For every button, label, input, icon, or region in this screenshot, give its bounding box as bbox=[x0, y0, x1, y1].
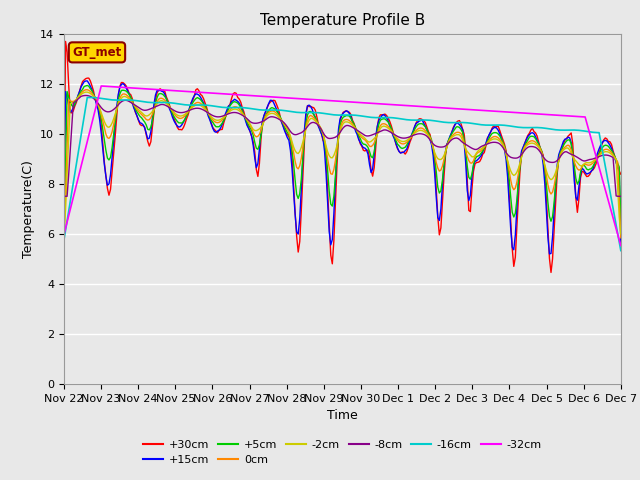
-16cm bbox=[228, 105, 236, 110]
0cm bbox=[588, 161, 595, 167]
-2cm bbox=[305, 118, 313, 123]
-8cm bbox=[617, 193, 625, 199]
Line: 0cm: 0cm bbox=[64, 90, 621, 240]
-32cm bbox=[228, 92, 236, 97]
-8cm bbox=[588, 156, 595, 162]
+15cm bbox=[305, 102, 313, 108]
Line: -32cm: -32cm bbox=[64, 86, 621, 246]
Y-axis label: Temperature(C): Temperature(C) bbox=[22, 160, 35, 258]
+5cm bbox=[255, 142, 263, 148]
-2cm bbox=[82, 89, 90, 95]
-16cm bbox=[255, 107, 263, 113]
-16cm bbox=[130, 97, 138, 103]
-8cm bbox=[130, 101, 138, 107]
+15cm bbox=[60, 188, 68, 193]
+5cm bbox=[617, 220, 625, 226]
0cm bbox=[255, 132, 263, 137]
-2cm bbox=[255, 126, 263, 132]
-32cm bbox=[246, 93, 254, 98]
-8cm bbox=[228, 110, 236, 116]
+5cm bbox=[305, 109, 313, 115]
+5cm bbox=[246, 125, 254, 131]
Line: -16cm: -16cm bbox=[64, 97, 621, 251]
0cm bbox=[228, 106, 236, 111]
Text: GT_met: GT_met bbox=[72, 46, 122, 59]
-16cm bbox=[85, 95, 93, 100]
-2cm bbox=[246, 121, 254, 127]
-2cm bbox=[228, 107, 236, 113]
-2cm bbox=[130, 102, 138, 108]
+15cm bbox=[617, 240, 625, 246]
-32cm bbox=[97, 83, 105, 89]
+30cm bbox=[60, 207, 68, 213]
-2cm bbox=[60, 231, 68, 237]
-32cm bbox=[588, 137, 595, 143]
0cm bbox=[83, 87, 91, 93]
-32cm bbox=[617, 243, 625, 249]
+15cm bbox=[83, 78, 91, 84]
+5cm bbox=[228, 101, 236, 107]
Legend: +30cm, +15cm, +5cm, 0cm, -2cm, -8cm, -16cm, -32cm: +30cm, +15cm, +5cm, 0cm, -2cm, -8cm, -16… bbox=[139, 435, 546, 469]
+5cm bbox=[130, 102, 138, 108]
-16cm bbox=[305, 109, 313, 115]
+30cm bbox=[255, 160, 263, 166]
+15cm bbox=[228, 99, 236, 105]
+15cm bbox=[130, 105, 138, 111]
0cm bbox=[617, 235, 625, 240]
+30cm bbox=[228, 96, 236, 102]
+30cm bbox=[589, 167, 596, 173]
+30cm bbox=[547, 270, 555, 276]
+15cm bbox=[255, 146, 263, 152]
Line: +30cm: +30cm bbox=[64, 41, 621, 273]
Title: Temperature Profile B: Temperature Profile B bbox=[260, 13, 425, 28]
-8cm bbox=[60, 193, 68, 199]
+30cm bbox=[305, 104, 313, 109]
+15cm bbox=[546, 251, 554, 257]
X-axis label: Time: Time bbox=[327, 409, 358, 422]
+5cm bbox=[83, 83, 91, 88]
+15cm bbox=[246, 129, 254, 134]
+5cm bbox=[60, 234, 68, 240]
Line: -8cm: -8cm bbox=[64, 96, 621, 196]
-32cm bbox=[305, 96, 313, 102]
+30cm bbox=[246, 129, 254, 134]
-8cm bbox=[82, 93, 90, 98]
-16cm bbox=[246, 106, 254, 111]
+30cm bbox=[61, 38, 69, 44]
+5cm bbox=[588, 166, 595, 171]
-32cm bbox=[60, 231, 68, 237]
+15cm bbox=[589, 166, 596, 172]
-16cm bbox=[617, 248, 625, 253]
-2cm bbox=[588, 159, 595, 165]
+30cm bbox=[130, 103, 138, 109]
0cm bbox=[305, 114, 313, 120]
-32cm bbox=[130, 85, 138, 91]
Line: +15cm: +15cm bbox=[64, 81, 621, 254]
-8cm bbox=[255, 120, 263, 125]
+30cm bbox=[617, 171, 625, 177]
-2cm bbox=[617, 231, 625, 237]
0cm bbox=[246, 122, 254, 128]
-8cm bbox=[305, 122, 313, 128]
0cm bbox=[130, 102, 138, 108]
0cm bbox=[60, 238, 68, 243]
-32cm bbox=[255, 93, 263, 99]
Line: +5cm: +5cm bbox=[64, 85, 621, 237]
-8cm bbox=[246, 119, 254, 124]
-16cm bbox=[588, 129, 595, 135]
-16cm bbox=[60, 237, 68, 242]
Line: -2cm: -2cm bbox=[64, 92, 621, 234]
